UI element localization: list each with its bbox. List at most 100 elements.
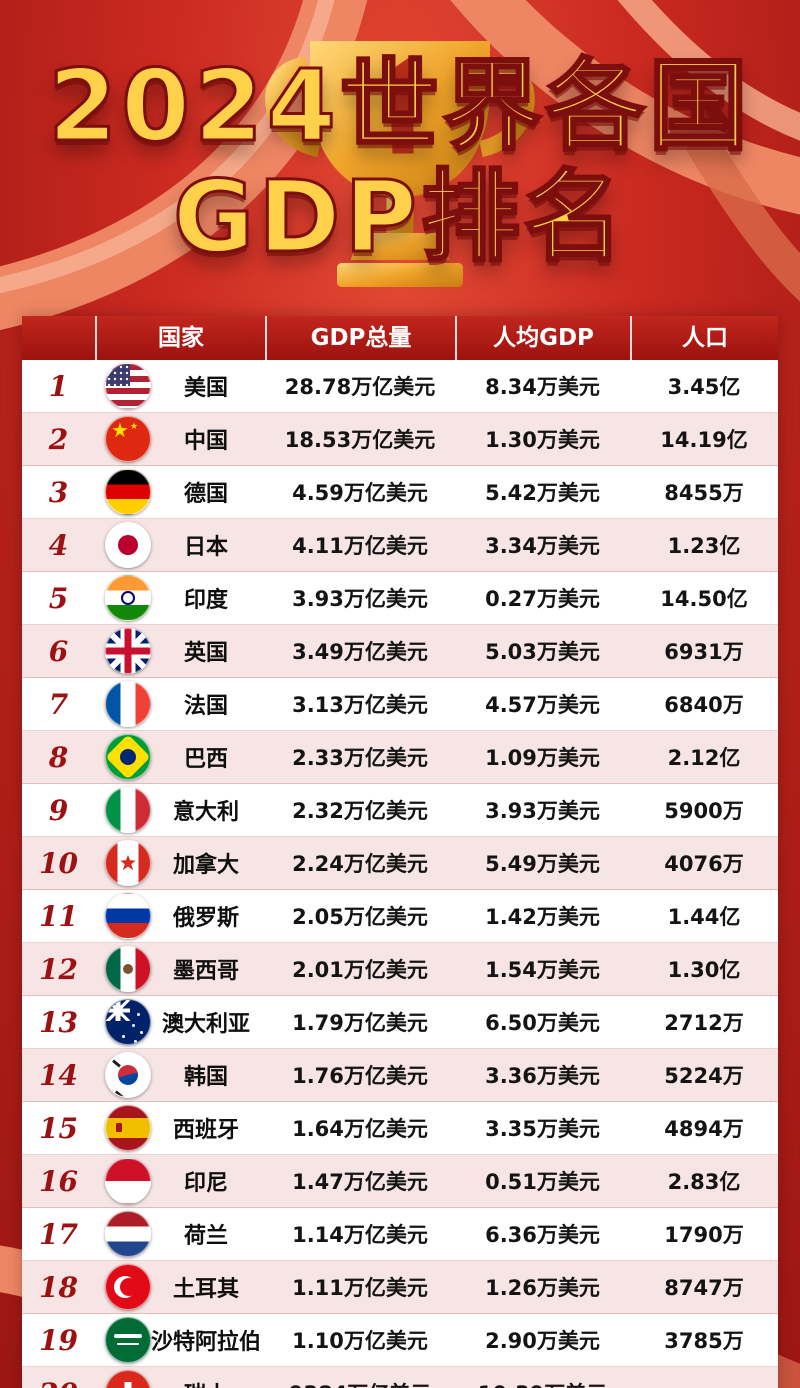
gdp-per-capita-value: 1.42万美元: [485, 905, 600, 929]
gdp-total-value: 3.13万亿美元: [292, 693, 428, 717]
flag-es-icon: [105, 1105, 151, 1151]
header-cell-population: 人口: [630, 316, 778, 360]
flag-kr-icon: [105, 1052, 151, 1098]
country-name: 荷兰: [183, 1224, 228, 1249]
gdp-total-value: 2.32万亿美元: [292, 799, 428, 823]
population-value: 3785万: [664, 1329, 744, 1353]
gdp-per-capita-value: 10.39万美元: [455, 1378, 630, 1388]
country-name: 美国: [183, 376, 228, 401]
country-cell: 美国: [95, 363, 265, 409]
rank-number: 12: [39, 952, 78, 986]
rank-number: 5: [48, 581, 69, 615]
table-row: 8 巴西 2.33万亿美元 1.09万美元 2.12亿: [22, 731, 778, 784]
rank-number: 7: [48, 687, 69, 721]
rank-number: 8: [48, 740, 69, 774]
country-name: 法国: [183, 694, 228, 719]
gdp-per-capita-value: 0.27万美元: [485, 587, 600, 611]
rank-number: 2: [48, 422, 69, 456]
gdp-total-value: 1.14万亿美元: [292, 1223, 428, 1247]
country-cell: 加拿大: [95, 840, 265, 886]
rank-number: 4: [48, 528, 69, 562]
rank-number: 9: [48, 793, 69, 827]
rank-number: 3: [48, 475, 69, 509]
country-cell: 印度: [95, 575, 265, 621]
gdp-total-value: 1.10万亿美元: [292, 1329, 428, 1353]
country-cell: 巴西: [95, 734, 265, 780]
gdp-total-value: 3.49万亿美元: [292, 640, 428, 664]
flag-ca-icon: [105, 840, 151, 886]
gdp-ranking-table: 国家 GDP总量 人均GDP 人口 1 美国 28.78万亿美元 8.34万美元…: [22, 316, 778, 1388]
population-value: 5900万: [664, 799, 744, 823]
table-row: 13 澳大利亚 1.79万亿美元 6.50万美元 2712万: [22, 996, 778, 1049]
country-cell: 日本: [95, 522, 265, 568]
flag-br-icon: [105, 734, 151, 780]
flag-au-icon: [105, 999, 151, 1045]
population-value: 6840万: [664, 693, 744, 717]
country-name: 加拿大: [172, 853, 239, 878]
country-cell: 土耳其: [95, 1264, 265, 1310]
gdp-per-capita-value: 3.36万美元: [485, 1064, 600, 1088]
flag-nl-icon: [105, 1211, 151, 1257]
gdp-total-value: 18.53万亿美元: [284, 428, 436, 452]
table-header-row: 国家 GDP总量 人均GDP 人口: [22, 316, 778, 360]
gdp-total-value: 1.11万亿美元: [292, 1276, 428, 1300]
gdp-per-capita-value: 1.30万美元: [485, 428, 600, 452]
gdp-per-capita-value: 1.54万美元: [485, 958, 600, 982]
country-name: 沙特阿拉伯: [151, 1330, 262, 1355]
population-value: 2712万: [664, 1011, 744, 1035]
rank-number: 10: [39, 846, 78, 880]
flag-de-icon: [105, 469, 151, 515]
table-row: 10 加拿大 2.24万亿美元 5.49万美元 4076万: [22, 837, 778, 890]
gdp-per-capita-value: 3.34万美元: [485, 534, 600, 558]
population-value: 8455万: [664, 481, 744, 505]
country-name: 中国: [183, 429, 228, 454]
table-row: 12 墨西哥 2.01万亿美元 1.54万美元 1.30亿: [22, 943, 778, 996]
rank-number: 17: [39, 1217, 78, 1251]
table-row: 2 中国 18.53万亿美元 1.30万美元 14.19亿: [22, 413, 778, 466]
table-row: 20 瑞士 9384万亿美元 10.39万美元: [22, 1367, 778, 1388]
flag-mx-icon: [105, 946, 151, 992]
table-row: 5 印度 3.93万亿美元 0.27万美元 14.50亿: [22, 572, 778, 625]
gdp-total-value: 1.47万亿美元: [292, 1170, 428, 1194]
country-name: 印度: [183, 588, 228, 613]
gdp-per-capita-value: 6.50万美元: [485, 1011, 600, 1035]
population-value: 1.23亿: [667, 534, 741, 558]
table-row: 3 德国 4.59万亿美元 5.42万美元 8455万: [22, 466, 778, 519]
country-name: 韩国: [183, 1065, 228, 1090]
flag-jp-icon: [105, 522, 151, 568]
gdp-total-value: 2.01万亿美元: [292, 958, 428, 982]
poster-title: 2024世界各国 GDP排名: [0, 49, 800, 275]
gdp-total-value: 9384万亿美元: [265, 1378, 455, 1388]
country-name: 印尼: [183, 1171, 228, 1196]
flag-cn-icon: [105, 416, 151, 462]
rank-number: 6: [48, 634, 69, 668]
table-row: 15 西班牙 1.64万亿美元 3.35万美元 4894万: [22, 1102, 778, 1155]
gdp-per-capita-value: 1.09万美元: [485, 746, 600, 770]
gdp-total-value: 1.64万亿美元: [292, 1117, 428, 1141]
population-value: 1.44亿: [667, 905, 741, 929]
gdp-total-value: 2.33万亿美元: [292, 746, 428, 770]
gdp-total-value: 2.24万亿美元: [292, 852, 428, 876]
rank-number: 19: [39, 1323, 78, 1357]
country-cell: 意大利: [95, 787, 265, 833]
country-name: 墨西哥: [172, 959, 239, 984]
header-cell-country: 国家: [95, 316, 265, 360]
header-cell-gdp-per-capita: 人均GDP: [455, 316, 630, 360]
table-row: 11 俄罗斯 2.05万亿美元 1.42万美元 1.44亿: [22, 890, 778, 943]
gdp-per-capita-value: 8.34万美元: [485, 375, 600, 399]
country-name: 西班牙: [172, 1118, 239, 1143]
rank-number: 18: [39, 1270, 78, 1304]
rank-number: 16: [39, 1164, 78, 1198]
page-title-line1: 2024世界各国: [47, 49, 752, 164]
rank-number: 14: [39, 1058, 78, 1092]
table-row: 7 法国 3.13万亿美元 4.57万美元 6840万: [22, 678, 778, 731]
flag-id-icon: [105, 1158, 151, 1204]
gdp-per-capita-value: 3.35万美元: [485, 1117, 600, 1141]
gdp-per-capita-value: 3.93万美元: [485, 799, 600, 823]
country-cell: 沙特阿拉伯: [95, 1317, 265, 1363]
country-cell: 中国: [95, 416, 265, 462]
country-name: 澳大利亚: [161, 1012, 250, 1037]
gdp-total-value: 1.79万亿美元: [292, 1011, 428, 1035]
flag-ru-icon: [105, 893, 151, 939]
